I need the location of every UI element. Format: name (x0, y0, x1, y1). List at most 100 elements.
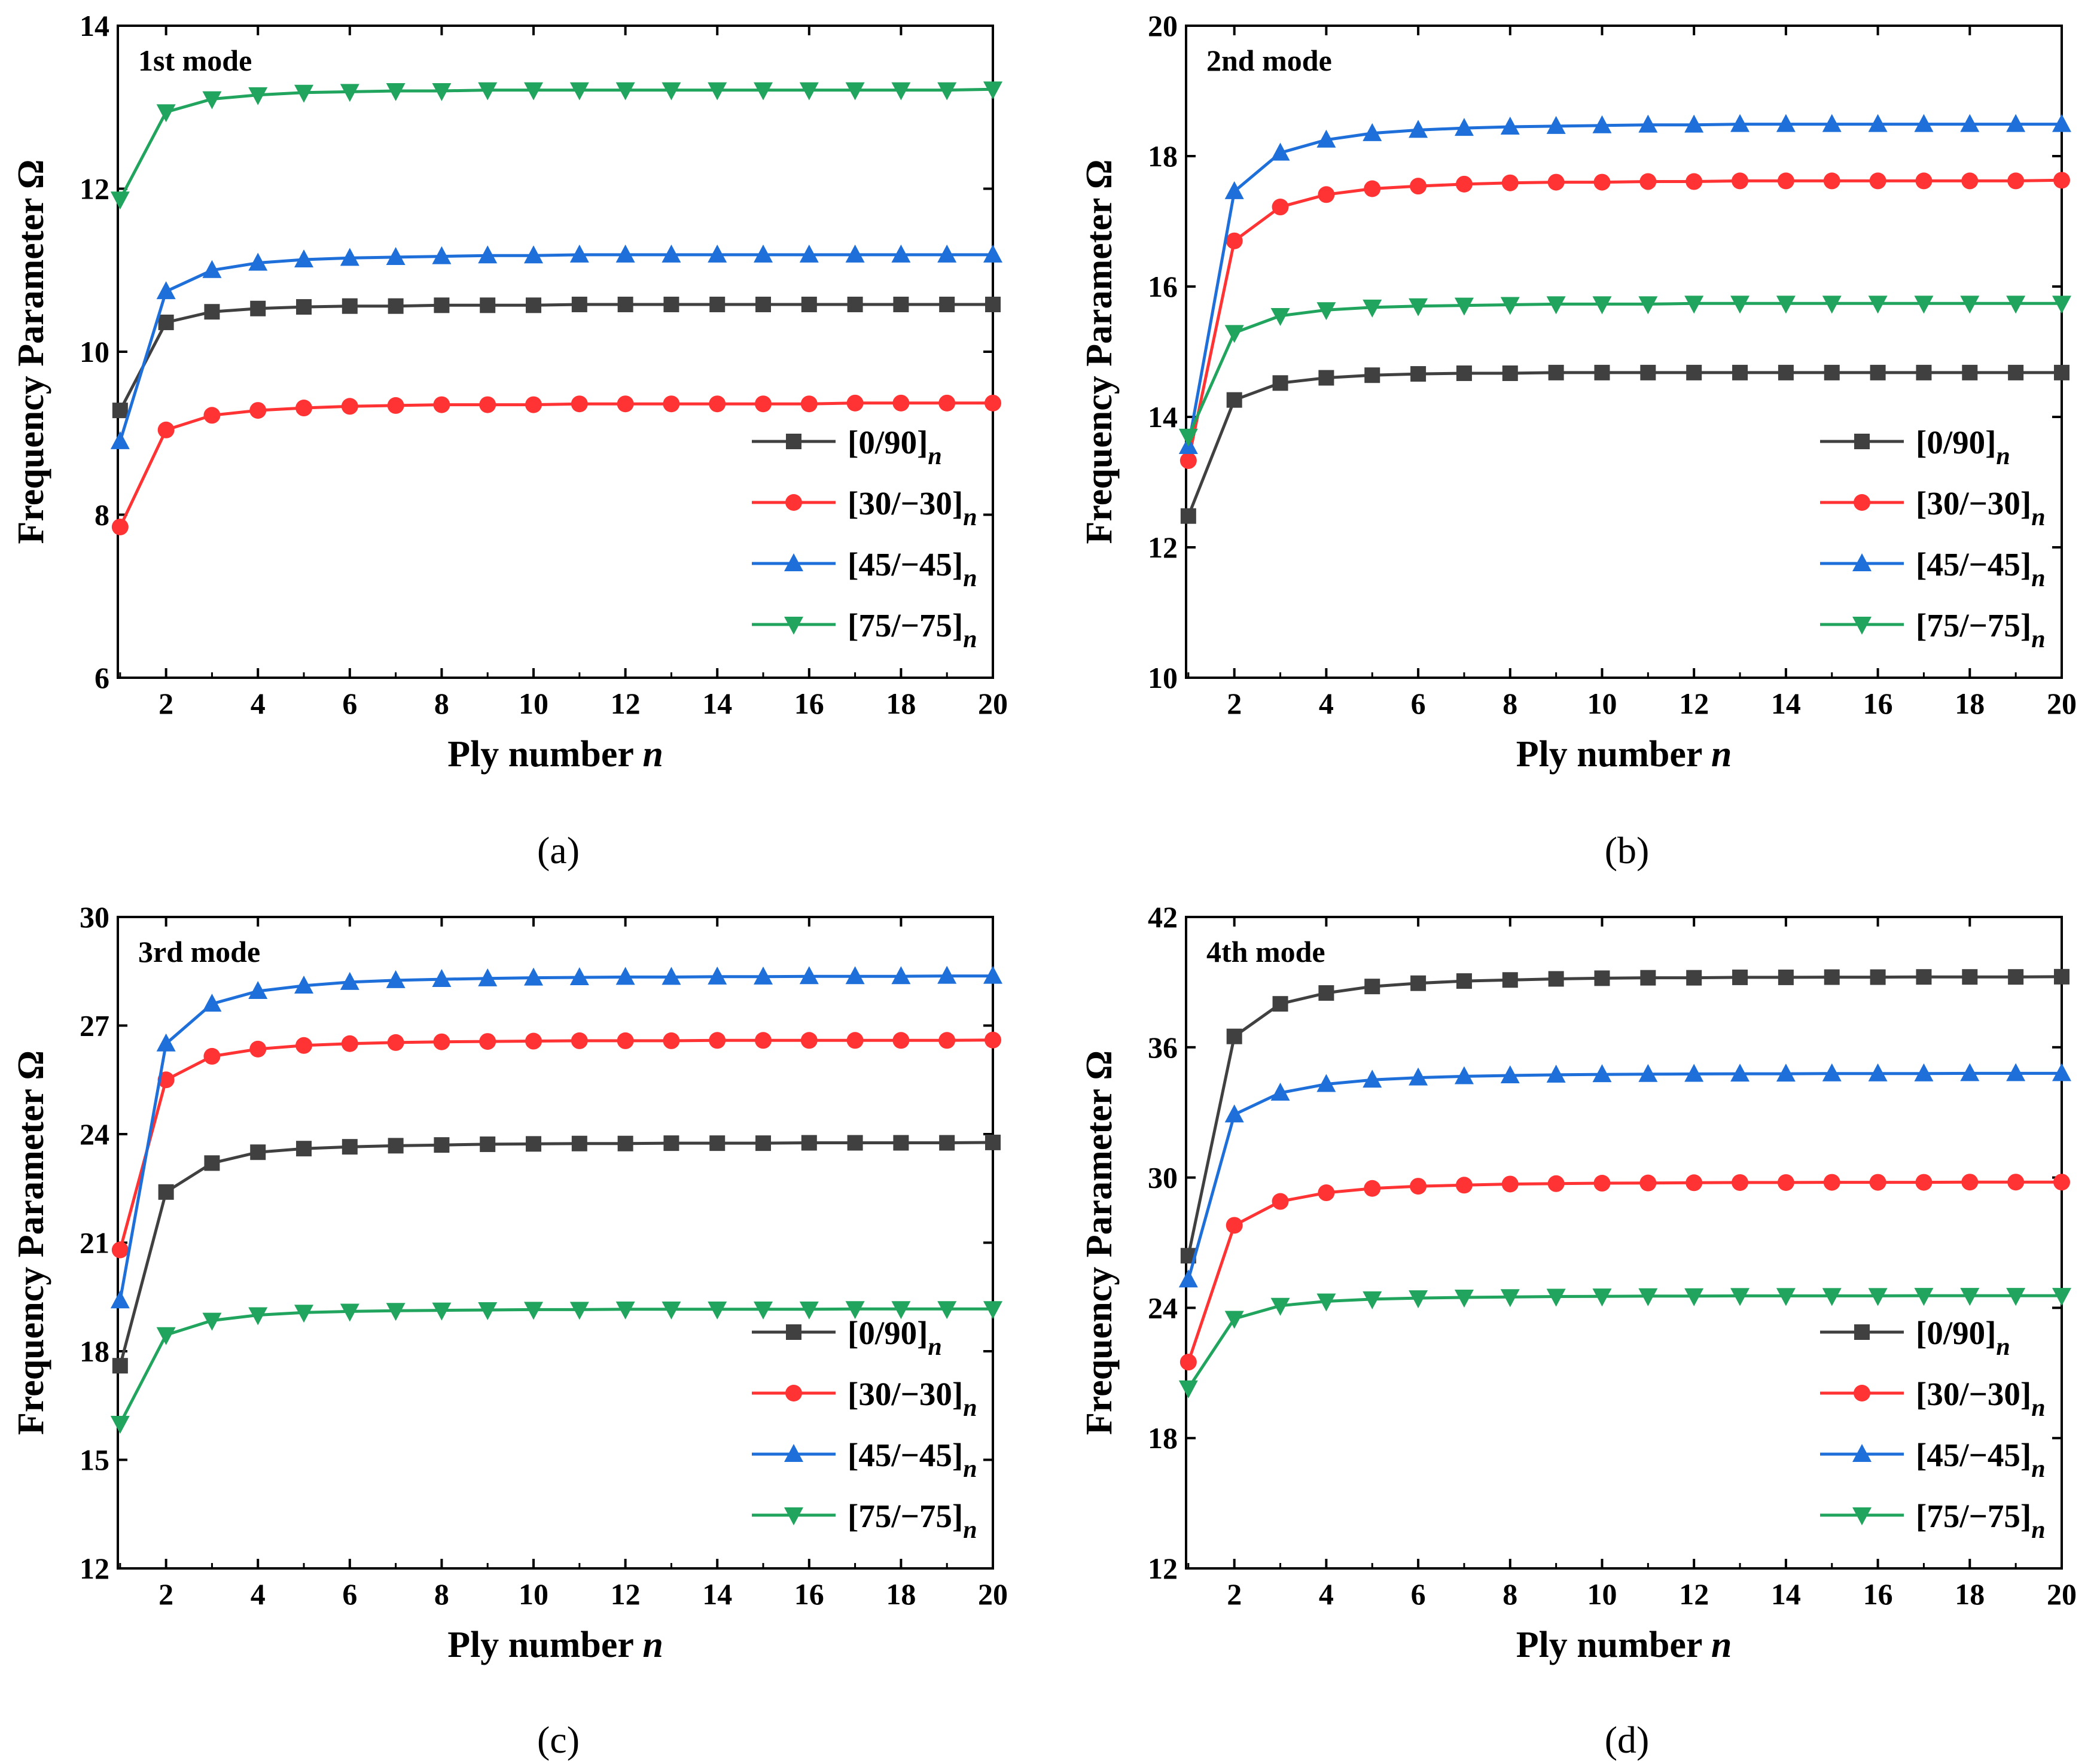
data-point (1732, 172, 1749, 190)
data-point (524, 245, 544, 264)
x-tick-label: 2 (1227, 1577, 1242, 1611)
series-line (118, 87, 993, 200)
data-point (2054, 364, 2069, 380)
data-point (1500, 116, 1520, 135)
x-tick-label: 20 (978, 1577, 1008, 1611)
data-point (478, 1302, 498, 1321)
legend-marker (784, 553, 803, 571)
data-point (847, 1135, 863, 1151)
y-tick-label: 30 (80, 900, 109, 934)
data-point (294, 249, 314, 268)
data-point (1272, 996, 1288, 1012)
data-point (1456, 365, 1472, 381)
data-point (1410, 1178, 1427, 1195)
legend-label: [0/90]n (848, 1315, 942, 1361)
y-tick-label: 21 (80, 1226, 109, 1260)
legend-label-text: [0/90] (848, 1315, 928, 1351)
data-point (891, 1301, 911, 1320)
data-point (432, 83, 452, 101)
data-point (1179, 1354, 1197, 1371)
data-point (1868, 1063, 1888, 1081)
data-point (937, 1301, 957, 1320)
series-line (1187, 975, 2062, 1256)
data-point (1410, 178, 1427, 195)
y-tick-label: 42 (1148, 900, 1178, 934)
data-point (893, 1135, 909, 1151)
data-point (1363, 1070, 1382, 1088)
y-tick-label: 14 (1148, 400, 1178, 434)
data-point (1409, 1067, 1428, 1086)
x-tick-label: 18 (1955, 1577, 1985, 1611)
legend-label-subscript: n (2031, 626, 2045, 653)
series-2 (1179, 1174, 2070, 1371)
legend-entry: [75/−75]n (1820, 1498, 2046, 1544)
data-point (1178, 1269, 1198, 1288)
data-point (799, 244, 819, 263)
y-tick-label: 24 (1148, 1291, 1178, 1324)
legend-marker (784, 617, 803, 635)
data-point (617, 1135, 633, 1151)
data-point (846, 1032, 864, 1049)
series-4 (1178, 295, 2071, 447)
data-point (1776, 295, 1796, 314)
series-4 (1178, 1288, 2071, 1399)
data-point (204, 1155, 220, 1171)
data-point (983, 1301, 1002, 1320)
data-point (1638, 1288, 1658, 1306)
data-point (662, 1301, 681, 1320)
data-point (1822, 295, 1842, 314)
data-point (662, 967, 681, 985)
legend-entry: [30/−30]n (752, 485, 977, 531)
data-point (250, 1144, 266, 1160)
data-point (1224, 325, 1244, 343)
data-point (939, 1135, 955, 1151)
data-point (202, 91, 222, 109)
data-point (892, 1032, 910, 1049)
x-tick-label: 20 (2047, 1577, 2077, 1611)
data-point (1592, 296, 1612, 315)
data-point (387, 397, 404, 414)
data-point (754, 966, 773, 985)
legend-label: [75/−75]n (848, 1498, 977, 1544)
data-point (1226, 1028, 1242, 1044)
data-point (1178, 428, 1198, 447)
y-tick-label: 12 (1148, 531, 1178, 564)
y-tick-label: 30 (1148, 1161, 1178, 1195)
data-point (478, 82, 498, 100)
data-point (1960, 1063, 1980, 1081)
data-point (204, 304, 220, 320)
data-point (1776, 114, 1796, 132)
data-point (1684, 1288, 1704, 1306)
data-point (110, 431, 130, 449)
legend-marker (1854, 434, 1870, 449)
data-point (1456, 973, 1472, 989)
data-point (615, 244, 635, 263)
x-tick-label: 20 (2047, 687, 2077, 720)
series-line (118, 253, 993, 442)
panel-2: 2 4 6 8 10 12 14 16 18 20 10 12 14 16 18 20 Ply number n… (1079, 9, 2077, 872)
x-tick-label: 2 (159, 1577, 173, 1611)
data-point (1546, 1288, 1566, 1307)
data-point (1914, 1063, 1934, 1081)
legend-label: [45/−45]n (848, 1437, 977, 1483)
series-2 (1179, 172, 2070, 470)
plot-frame (1185, 25, 2063, 679)
data-point (1548, 364, 1564, 380)
data-point (983, 244, 1002, 263)
y-tick-label: 18 (1148, 1421, 1178, 1455)
data-point (1454, 297, 1474, 316)
data-point (1776, 1064, 1796, 1082)
legend-label-text: [30/−30] (1916, 485, 2031, 522)
data-point (386, 83, 406, 101)
data-point (1318, 370, 1334, 386)
legend-label: [0/90]n (1916, 424, 2010, 470)
x-tick-label: 10 (519, 1577, 548, 1611)
y-tick-label: 14 (80, 9, 109, 42)
y-axis-label: Frequency Parameter Ω (11, 159, 51, 544)
data-point (892, 394, 910, 412)
data-point (478, 968, 498, 986)
data-point (1316, 302, 1336, 321)
data-point (526, 1136, 542, 1152)
data-point (1594, 970, 1610, 986)
